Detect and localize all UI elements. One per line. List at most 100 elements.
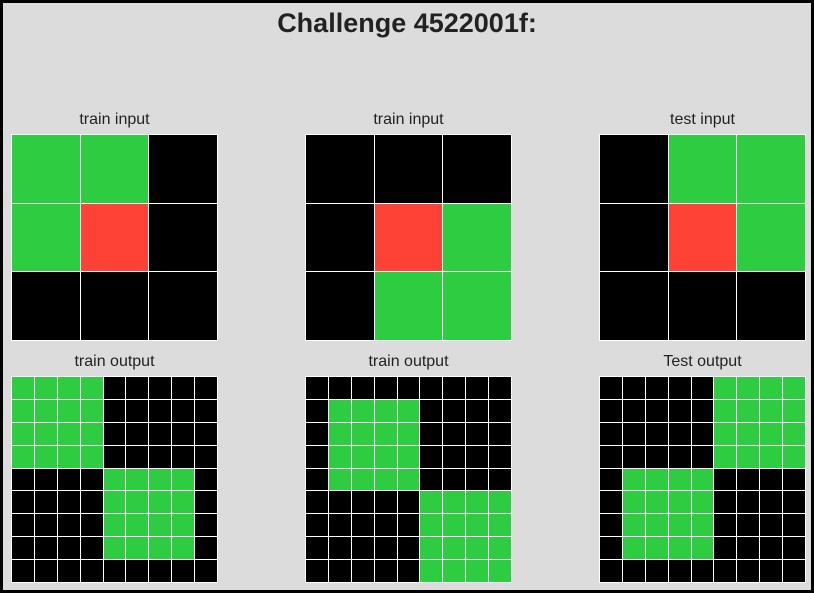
- grid-cell: [668, 377, 691, 399]
- grid-cell: [149, 422, 172, 445]
- grid-cell: [374, 203, 443, 272]
- grid-cell: [668, 135, 737, 203]
- grid-cell: [80, 514, 103, 537]
- grid-cell: [668, 491, 691, 514]
- grid-cell: [397, 399, 420, 422]
- grid-cell: [103, 377, 126, 399]
- grid-cell: [420, 537, 443, 560]
- grid-cell: [12, 445, 34, 468]
- grid-cell: [783, 514, 805, 537]
- grid-cell: [622, 377, 645, 399]
- grid-cell: [80, 445, 103, 468]
- grid-cell: [374, 445, 397, 468]
- grid-cell: [668, 422, 691, 445]
- grid-cell: [645, 468, 668, 491]
- grid-cell: [57, 399, 80, 422]
- grid-cell: [57, 445, 80, 468]
- grid-cell: [374, 514, 397, 537]
- grid-cell: [622, 514, 645, 537]
- grid-cell: [80, 422, 103, 445]
- grid-cell: [489, 377, 511, 399]
- grid: [599, 376, 806, 583]
- grid-cell: [420, 491, 443, 514]
- grid-cell: [420, 399, 443, 422]
- grid-cell: [374, 560, 397, 582]
- grid-cell: [600, 422, 622, 445]
- grid-cell: [466, 537, 489, 560]
- grid-cell: [172, 445, 195, 468]
- grid-cell: [600, 514, 622, 537]
- grid-cell: [126, 445, 149, 468]
- grid-cell: [714, 514, 737, 537]
- grid-cell: [57, 560, 80, 582]
- grid-cell: [103, 491, 126, 514]
- grid-cell: [126, 491, 149, 514]
- grid-cell: [691, 514, 714, 537]
- grid-cell: [489, 422, 511, 445]
- grid-cell: [691, 491, 714, 514]
- grid: [599, 134, 806, 341]
- grid-cell: [397, 537, 420, 560]
- grid-cell: [783, 422, 805, 445]
- grid-cell: [351, 399, 374, 422]
- grid-cell: [149, 537, 172, 560]
- grid-cell: [645, 491, 668, 514]
- grid-cell: [397, 560, 420, 582]
- grid-cell: [443, 377, 466, 399]
- grid-cell: [691, 560, 714, 582]
- grid-cell: [783, 491, 805, 514]
- grid-cell: [600, 377, 622, 399]
- grid-cell: [80, 399, 103, 422]
- panel-label: Test output: [663, 353, 742, 370]
- grid-cell: [34, 468, 57, 491]
- grid-cell: [351, 514, 374, 537]
- grid-cell: [668, 272, 737, 340]
- grid-cell: [328, 560, 351, 582]
- grid-cell: [489, 445, 511, 468]
- grid-cell: [668, 560, 691, 582]
- grid-cell: [622, 560, 645, 582]
- grid-cell: [12, 514, 34, 537]
- grid-cell: [691, 399, 714, 422]
- grid-cell: [783, 560, 805, 582]
- grid-cell: [12, 203, 80, 272]
- grid-cell: [737, 560, 760, 582]
- grid-cell: [397, 445, 420, 468]
- grid-cell: [306, 468, 328, 491]
- grid-cell: [760, 537, 783, 560]
- grid-cell: [351, 537, 374, 560]
- grid-cell: [80, 468, 103, 491]
- grid-cell: [760, 468, 783, 491]
- grid-cell: [172, 491, 195, 514]
- grid-cell: [645, 537, 668, 560]
- grid-cell: [12, 377, 34, 399]
- grid-cell: [149, 491, 172, 514]
- grid-cell: [328, 422, 351, 445]
- grid-cell: [34, 399, 57, 422]
- grid-cell: [737, 399, 760, 422]
- grid-cell: [57, 377, 80, 399]
- grid-cell: [328, 399, 351, 422]
- grid-cell: [668, 399, 691, 422]
- grid-cell: [489, 560, 511, 582]
- grid-cell: [149, 445, 172, 468]
- grid-cell: [306, 272, 374, 340]
- grid-cell: [80, 491, 103, 514]
- grid-cell: [760, 560, 783, 582]
- grid-cell: [195, 445, 217, 468]
- grid-cell: [328, 445, 351, 468]
- grid-cell: [737, 203, 805, 272]
- grid-cell: [34, 445, 57, 468]
- grid-cell: [195, 399, 217, 422]
- grid-cell: [34, 422, 57, 445]
- grid-cell: [351, 422, 374, 445]
- grid-cell: [195, 377, 217, 399]
- grid-cell: [783, 399, 805, 422]
- grid-cell: [737, 537, 760, 560]
- grid-cell: [489, 468, 511, 491]
- grid-cell: [351, 491, 374, 514]
- grid-cell: [420, 445, 443, 468]
- grid-cell: [622, 399, 645, 422]
- grid-cell: [12, 422, 34, 445]
- grid-cell: [622, 537, 645, 560]
